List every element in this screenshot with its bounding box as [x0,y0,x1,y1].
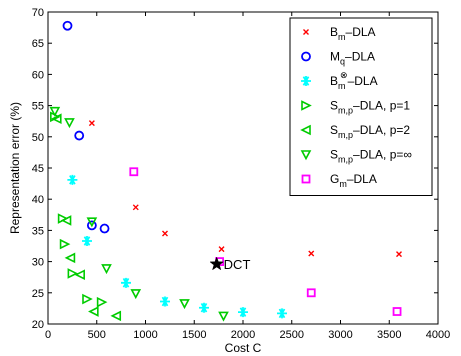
data-point [99,223,110,234]
x-tick-label: 2500 [280,329,304,341]
data-point [74,269,85,280]
legend-box [289,17,433,196]
data-point [82,293,93,305]
legend-entry: Mq–DLA [301,50,375,67]
legend: Bm–DLA Mq–DLA Bm⊗–DLA Sm,p–DLA, p=1 Sm,p–DLA… [289,17,433,196]
data-point [82,236,92,247]
annotations: DCT [209,256,251,272]
data-point [86,220,97,231]
series-2 [67,174,287,319]
y-tick-label: 35 [32,225,44,237]
legend-entry: Bm–DLA [303,25,376,42]
data-point [96,296,108,308]
data-point [74,130,85,141]
data-point [88,306,99,317]
data-point [88,120,95,127]
x-tick-label: 1500 [182,329,206,341]
data-point [64,118,75,129]
legend-marker [300,124,311,136]
legend-entry: Sm,p–DLA, p=1 [301,99,410,116]
legend-label: Sm,p–DLA, p=2 [330,123,410,140]
y-tick-label: 40 [32,194,44,206]
legend-label: Mq–DLA [330,50,375,67]
data-point [306,288,316,298]
data-point [67,268,79,279]
x-tick-label: 3500 [377,329,401,341]
y-tick-label: 20 [32,319,44,331]
data-point [162,230,168,237]
x-tick-label: 4000 [426,329,450,341]
data-point [396,251,402,258]
data-point [277,308,287,319]
data-point [101,264,112,275]
data-point [60,215,72,226]
legend-marker [301,100,312,111]
y-axis-label: Representation error (%) [8,102,22,234]
data-point [121,277,131,288]
data-point [110,310,122,322]
axis-ticks: 0 500 1000 1500 2000 2500 3000 3500 4000 20 25 30 35… [32,7,450,341]
y-tick-label: 65 [32,38,44,50]
x-tick-label: 500 [88,329,106,341]
data-point [67,174,78,185]
series-4 [50,113,122,322]
data-point [64,252,76,264]
legend-marker [301,76,311,86]
legend-label: Sm,p–DLA, p=1 [330,99,410,116]
data-point [199,302,209,313]
legend-entry: Gm–DLA [301,172,377,189]
data-point [49,106,61,117]
series-1 [62,20,110,234]
data-point [59,238,71,250]
data-point [50,113,62,124]
plot-frame [47,11,439,325]
data-point [160,296,170,307]
legend-entry: Bm⊗–DLA [301,70,378,91]
y-tick-label: 70 [32,7,44,19]
annotation-label: DCT [224,257,251,272]
data-point [86,217,98,228]
legend-label: Gm–DLA [330,172,377,189]
legend-marker [303,29,309,35]
y-tick-label: 30 [32,257,44,269]
y-tick-label: 60 [32,69,44,81]
data-point [130,289,142,300]
series-0 [88,120,402,258]
data-point [218,246,225,253]
x-tick-label: 0 [45,329,51,341]
data-point [179,299,190,310]
data-point [308,250,315,257]
data-point [238,307,248,318]
y-tick-label: 25 [32,288,44,300]
data-point [129,167,139,177]
legend-label: Bm–DLA [330,25,376,42]
y-tick-label: 55 [32,101,44,113]
annotation-star-marker [209,256,225,271]
legend-marker [301,51,311,62]
x-axis-label: Cost C [225,341,262,355]
data-point [132,204,139,211]
series-5 [49,106,229,322]
legend-label: Sm,p–DLA, p=∞ [330,148,412,165]
legend-entry: Sm,p–DLA, p=∞ [300,148,412,165]
x-tick-label: 1000 [133,329,157,341]
y-tick-label: 50 [32,132,44,144]
x-tick-label: 2000 [231,329,255,341]
legend-marker [301,174,311,184]
data-point [62,20,73,31]
data-point [392,307,402,316]
legend-entry: Sm,p–DLA, p=2 [300,123,410,140]
data-point [218,311,229,322]
y-tick-label: 45 [32,163,44,175]
legend-label: Bm⊗–DLA [330,70,378,91]
legend-marker [300,150,312,161]
x-tick-label: 3000 [328,329,352,341]
